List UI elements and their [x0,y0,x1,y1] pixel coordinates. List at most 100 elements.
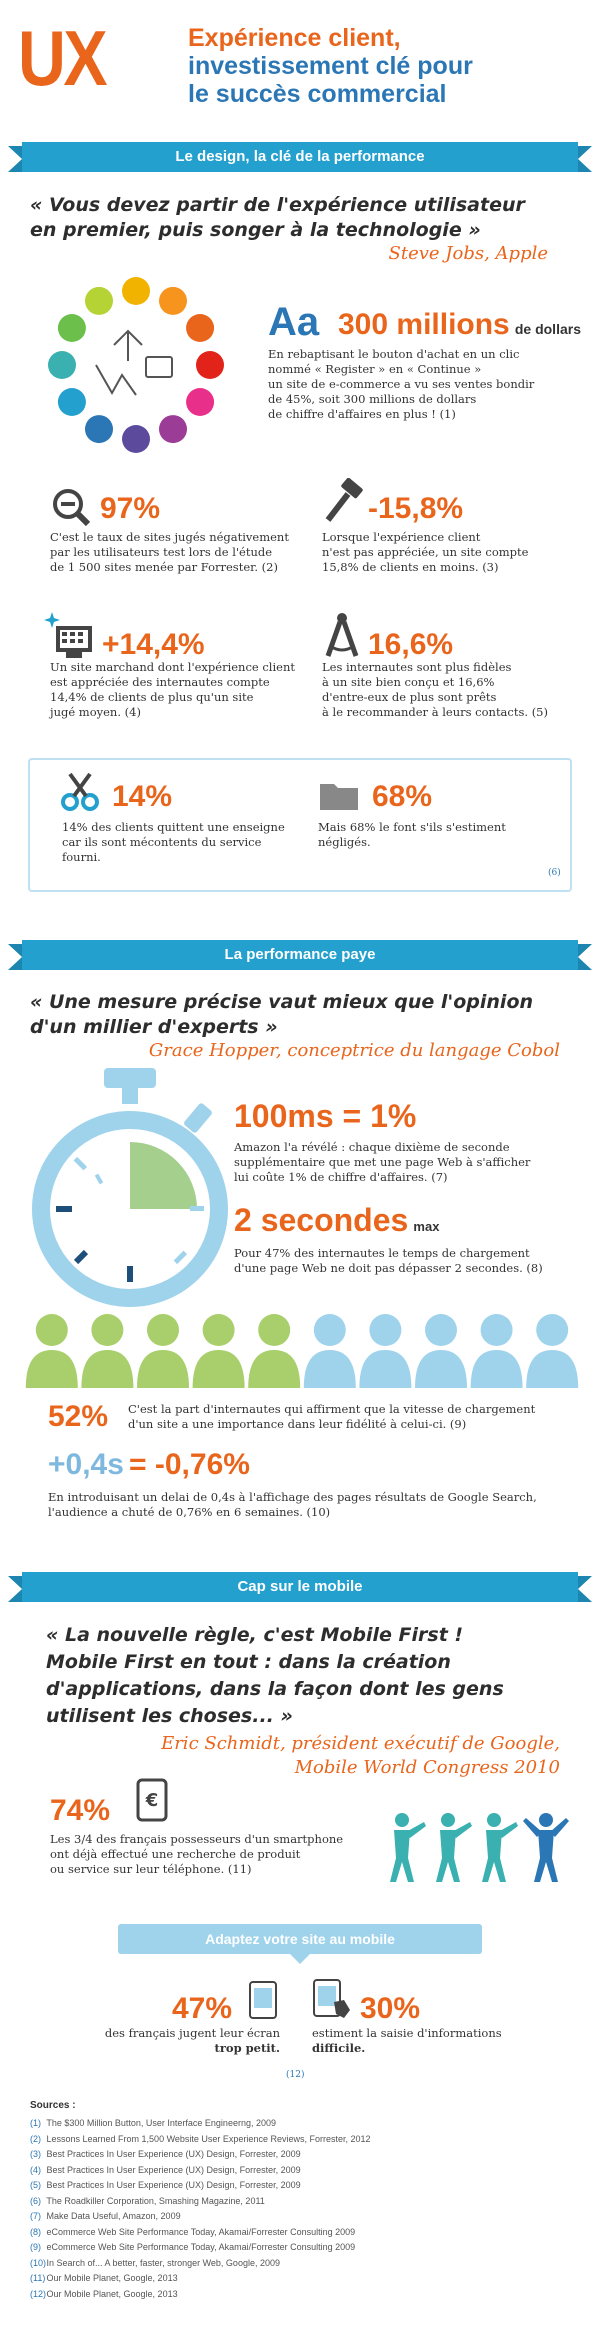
source-item: (1) The $300 Million Button, User Interf… [30,2116,570,2132]
person-head [35,1314,68,1346]
source-text: In Search of... A better, faster, strong… [44,2257,280,2268]
source-number: (9) [30,2242,41,2252]
title-line-2: investissement clé pour [188,52,473,80]
magnifier-minus-icon [53,489,91,527]
source-item: (12) Our Mobile Planet, Google, 2013 [30,2287,570,2303]
source-number: (12) [30,2288,47,2299]
color-wheel-dot [159,415,187,444]
source-item: (8) eCommerce Web Site Performance Today… [30,2225,570,2241]
stat-14: 14% [112,780,173,813]
source-text: Our Mobile Planet, Google, 2013 [44,2273,178,2283]
color-wheel-dot [186,314,215,342]
stat-14-desc: 14% des clients quittent une enseigne car… [62,820,285,864]
stat-68: 68% [372,780,433,813]
stat-30: 30% [360,1992,421,2025]
person-head [480,1314,513,1346]
source-item: (11) Our Mobile Planet, Google, 2013 [30,2271,570,2287]
sources-list: (1) The $300 Million Button, User Interf… [30,2116,570,2302]
source-number: (7) [30,2211,41,2221]
source-item: (5) Best Practices In User Experience (U… [30,2178,570,2194]
sub-banner-adapt: Adaptez votre site au mobile [118,1924,482,1954]
source-item: (7) Make Data Useful, Amazon, 2009 [30,2209,570,2225]
stat-16-6-desc: Les internautes sont plus fidèles à un si… [322,660,548,719]
stat-2-secondes-desc: Pour 47% des internautes le temps de cha… [234,1246,543,1275]
color-wheel-dot [186,388,215,416]
scissors-icon [61,772,99,811]
sub-banner-arrow [290,1954,310,1964]
color-wheel-dot [122,277,150,305]
stat-74-desc: Les 3/4 des français possesseurs d'un sm… [50,1832,344,1876]
source-number: (6) [30,2195,41,2206]
source-number: (11) [30,2273,46,2283]
source-text: eCommerce Web Site Performance Today, Ak… [44,2226,356,2237]
computer-sparkle-icon [44,612,92,658]
source-number: (10) [30,2257,47,2268]
quote-author-hopper: Grace Hopper, conceptrice du langage Cob… [148,1040,560,1061]
source-text: Best Practices In User Experience (UX) D… [44,2149,301,2159]
stat-68-desc: Mais 68% le font s'ils s'estiment négligé… [318,820,506,849]
person-body [359,1350,412,1388]
stat-52-desc: C'est la part d'internautes qui affirmen… [128,1402,536,1431]
source-item: (9) eCommerce Web Site Performance Today… [30,2240,570,2256]
phone-typing-icon [313,1979,350,2018]
source-item: (4) Best Practices In User Experience (U… [30,2163,570,2179]
color-wheel-dot [57,388,86,416]
stat-52: 52% [48,1400,109,1433]
person-head [313,1314,346,1346]
stat-2-secondes: 2 secondes max [234,1202,440,1238]
ref-6: (6) [548,868,561,878]
stat-plus-14-4-desc: Un site marchand dont l'expérience clien… [50,660,295,719]
compass-icon [325,613,359,657]
source-number: (4) [30,2164,41,2175]
sources-title: Sources : [30,2100,76,2111]
stat-16-6: 16,6% [368,628,454,661]
quote-hopper: « Une mesure précise vaut mieux que l'op… [30,991,534,1038]
aa-icon: Aa [268,300,320,344]
source-number: (5) [30,2180,41,2190]
hammer-icon [325,478,363,522]
source-text: Make Data Useful, Amazon, 2009 [44,2211,181,2221]
source-text: The Roadkiller Corporation, Smashing Mag… [44,2195,265,2206]
person-body [415,1350,467,1388]
stat-74: 74% [50,1794,111,1827]
stat-47-desc: des français jugent leur écran trop petit… [104,2026,280,2055]
person-body [192,1350,245,1388]
source-item: (2) Lessons Learned From 1,500 Website U… [30,2132,570,2148]
quote-author-schmidt: Eric Schmidt, président exécutif de Goog… [161,1733,560,1778]
stat-97-desc: C'est le taux de sites jugés négativemen… [50,530,289,574]
section-banner-mobile: Cap sur le mobile [8,1572,592,1608]
title-line-3: le succès commercial [188,80,447,108]
folder-icon [320,784,358,810]
person-body [526,1350,579,1388]
stopwatch-icon [32,1068,228,1307]
source-text: Our Mobile Planet, Google, 2013 [44,2288,178,2299]
stat-0-4s-desc: En introduisant un delai de 0,4s à l'aff… [48,1490,537,1519]
color-wheel-dot [85,415,113,444]
person-head [147,1314,179,1346]
stats-box-customers [28,758,572,892]
section-banner-performance: La performance paye [8,940,592,976]
big-stat: 300 millions de dollars [338,308,581,341]
stat-47: 47% [172,1992,233,2025]
stat-97: 97% [100,492,161,525]
page-title: Expérience client, investissement clé po… [188,24,473,108]
person-head [369,1314,402,1346]
quote-jobs: « Vous devez partir de l'expérience util… [30,194,525,241]
people-pointing-icon [390,1813,569,1882]
source-text: Best Practices In User Experience (UX) D… [44,2180,301,2190]
person-body [25,1350,78,1388]
title-line-1: Expérience client, [188,24,401,52]
source-item: (3) Best Practices In User Experience (U… [30,2147,570,2163]
source-text: eCommerce Web Site Performance Today, Ak… [44,2242,356,2252]
stat-100ms: 100ms = 1% [234,1098,417,1134]
phone-small-screen-icon [249,1981,277,2019]
person-body [248,1350,301,1388]
color-wheel-dot [196,351,224,379]
source-text: Best Practices In User Experience (UX) D… [44,2164,301,2175]
color-wheel-dot [122,425,150,453]
person-body [303,1350,356,1388]
logo: UX [18,14,108,102]
color-wheel-icon [48,277,224,453]
source-text: The $300 Million Button, User Interface … [44,2118,276,2128]
person-head [536,1314,569,1346]
